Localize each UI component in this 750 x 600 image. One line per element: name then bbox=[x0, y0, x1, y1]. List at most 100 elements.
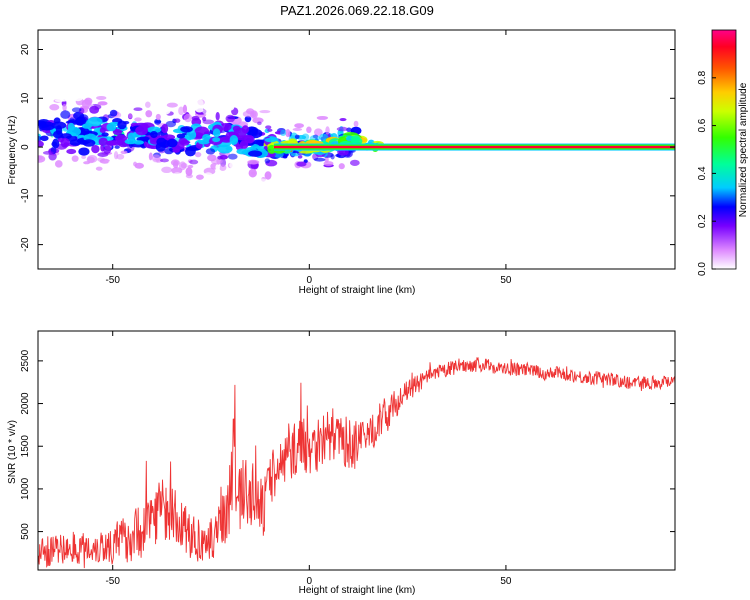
spectral-blob bbox=[232, 229, 243, 234]
spectral-blob bbox=[166, 206, 173, 215]
spectral-blob bbox=[84, 80, 96, 84]
spectrogram-panel: -50 0 50 -20 -10 0 10 20 Height of straight li… bbox=[7, 29, 676, 296]
spectral-blob bbox=[134, 117, 142, 122]
spectral-blob bbox=[192, 252, 205, 257]
spectral-blob bbox=[313, 157, 326, 162]
spectral-blob bbox=[87, 116, 103, 127]
spectral-blob bbox=[60, 71, 66, 79]
spectral-blob bbox=[38, 89, 49, 94]
spectral-blob bbox=[114, 145, 120, 149]
spectral-blob bbox=[44, 53, 52, 61]
spectral-blob bbox=[217, 30, 226, 33]
spectral-blob bbox=[259, 110, 271, 114]
y-tick-label: 10 bbox=[20, 92, 31, 104]
spectral-blob bbox=[233, 127, 247, 138]
spectral-blob bbox=[87, 154, 98, 163]
spectral-blob bbox=[71, 169, 82, 177]
spectral-blob bbox=[102, 83, 111, 90]
spectral-blob bbox=[329, 192, 340, 201]
spectral-blob bbox=[353, 120, 359, 127]
colorbar-tick-label: 0.6 bbox=[697, 118, 708, 132]
spectral-blob bbox=[98, 137, 108, 146]
spectral-blob bbox=[97, 101, 108, 106]
spectrogram-frame bbox=[37, 29, 676, 270]
spectral-blob bbox=[172, 148, 180, 153]
spectral-blob bbox=[238, 96, 246, 102]
colorbar-ticks: 0.0 0.2 0.4 0.6 0.8 bbox=[697, 70, 716, 276]
x-tick-label: 0 bbox=[307, 275, 313, 286]
spectral-blob bbox=[103, 145, 112, 154]
spectral-blob bbox=[277, 260, 284, 268]
spectral-blob bbox=[180, 139, 190, 146]
spectral-blob bbox=[202, 108, 213, 115]
spectral-blob bbox=[120, 150, 128, 155]
spectral-blob bbox=[211, 86, 220, 95]
spectral-blob bbox=[229, 161, 241, 170]
spectral-blob bbox=[69, 188, 81, 198]
colorbar-tick-label: 0.4 bbox=[697, 166, 708, 180]
x-tick-label: 0 bbox=[307, 576, 313, 587]
spectral-blob bbox=[273, 182, 284, 192]
spectral-blob bbox=[108, 207, 115, 215]
spectral-blob bbox=[58, 175, 66, 179]
spectral-blob bbox=[81, 99, 92, 109]
spectral-blob bbox=[40, 135, 49, 142]
spectral-blob bbox=[114, 77, 126, 84]
spectral-blob bbox=[42, 150, 54, 155]
spectral-blob bbox=[324, 81, 335, 90]
spectral-blob bbox=[159, 158, 169, 163]
spectral-blob bbox=[67, 122, 75, 131]
snr-xlabel: Height of straight line (km) bbox=[299, 585, 416, 596]
spectral-blob bbox=[236, 148, 248, 155]
snr-panel: -50 0 50 500 1000 1500 2000 2500 Height of str… bbox=[7, 330, 676, 596]
spectral-blob bbox=[78, 147, 90, 156]
spectral-blob bbox=[257, 196, 264, 203]
spectral-blob bbox=[193, 83, 203, 92]
spectral-blob bbox=[248, 150, 263, 157]
spectral-blob bbox=[95, 166, 103, 171]
spectral-blob bbox=[264, 137, 277, 143]
spectral-blob bbox=[113, 96, 125, 102]
spectral-blob bbox=[112, 128, 123, 136]
spectral-blob bbox=[251, 171, 256, 175]
spectral-blob bbox=[258, 81, 269, 86]
spectral-blob bbox=[195, 106, 204, 113]
spectral-blob bbox=[99, 127, 106, 134]
spectral-blob bbox=[264, 158, 270, 164]
snr-x-ticks: -50 0 50 bbox=[105, 331, 512, 587]
spectral-blob bbox=[60, 137, 70, 148]
spectral-blob bbox=[313, 128, 323, 136]
spectral-blob bbox=[264, 171, 272, 180]
spectral-blob bbox=[244, 135, 255, 144]
spectral-blob bbox=[38, 124, 55, 131]
spectral-blob bbox=[109, 109, 118, 117]
spectral-blob bbox=[323, 161, 334, 166]
spectral-blob bbox=[228, 153, 238, 160]
spectral-blob bbox=[93, 57, 104, 63]
spectral-blob bbox=[257, 121, 262, 126]
x-tick-label: -50 bbox=[105, 576, 120, 587]
spectral-blob bbox=[247, 159, 260, 165]
spectral-blob bbox=[135, 125, 149, 136]
spectral-blob bbox=[72, 92, 84, 102]
spectrogram-xlabel: Height of straight line (km) bbox=[299, 285, 416, 296]
spectral-blob bbox=[294, 123, 304, 129]
spectral-blob bbox=[197, 183, 208, 190]
spectral-blob bbox=[225, 114, 236, 123]
spectral-blob bbox=[297, 155, 303, 159]
y-tick-label: 1500 bbox=[20, 435, 31, 458]
spectral-blob bbox=[154, 118, 162, 125]
spectral-blob bbox=[349, 159, 360, 166]
spectral-blob bbox=[208, 195, 214, 203]
spectral-blob bbox=[49, 104, 60, 111]
spectral-blob bbox=[230, 65, 239, 70]
spectral-blob bbox=[106, 140, 123, 146]
spectral-blob bbox=[191, 115, 200, 121]
spectral-blob bbox=[165, 120, 177, 128]
spectral-blob bbox=[205, 148, 216, 155]
x-tick-label: -50 bbox=[105, 275, 120, 286]
spectral-blob bbox=[81, 123, 92, 129]
spectral-blob bbox=[282, 49, 291, 57]
spectral-blob bbox=[138, 103, 144, 108]
